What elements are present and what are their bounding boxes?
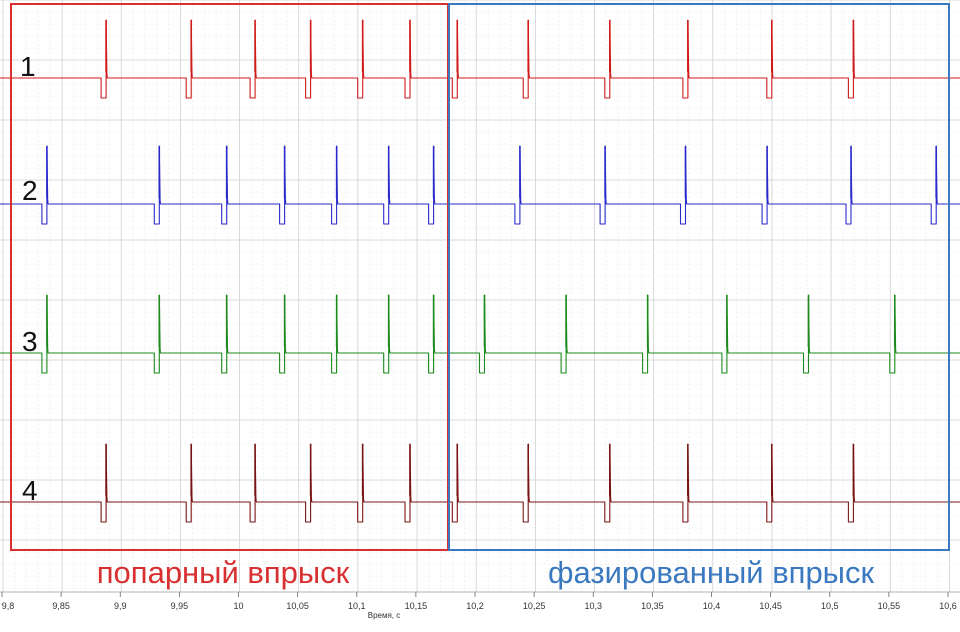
channel-label-1: 1 [20,51,36,82]
x-tick-label: 10 [233,601,243,611]
chart-grid [0,0,960,592]
x-tick-label: 9,95 [171,601,189,611]
trace-channel-4 [0,443,960,523]
x-tick-label: 9,85 [52,601,70,611]
x-tick-label: 10,1 [348,601,366,611]
x-tick-label: 10,25 [523,601,546,611]
x-tick-label: 10,05 [286,601,309,611]
region-label-paired-injection: попарный впрыск [97,555,350,590]
trace-channel-3 [0,294,960,374]
channel-label-4: 4 [22,475,38,506]
x-tick-label: 10,4 [703,601,721,611]
trace-channel-1 [0,19,960,99]
x-tick-label: 10,35 [641,601,664,611]
x-tick-label: 10,15 [405,601,428,611]
x-tick-label: 9,9 [114,601,127,611]
channel-label-2: 2 [22,175,38,206]
trace-channel-2 [0,145,960,225]
x-tick-label: 9,8 [2,601,15,611]
x-tick-label: 10,55 [878,601,901,611]
region-box-phased-injection [448,3,950,551]
x-tick-label: 10,3 [584,601,602,611]
x-tick-label: 10,5 [821,601,839,611]
region-label-phased-injection: фазированный впрыск [548,555,874,590]
x-tick-label: 10,2 [466,601,484,611]
trace-layer [0,19,960,523]
x-tick-label: 10,6 [939,601,957,611]
channel-label-3: 3 [22,326,38,357]
x-tick-label: 10,45 [759,601,782,611]
x-axis-title: Время, с [368,611,401,620]
x-axis: 9,8 9,85 9,9 9,95 10 10,05 10,1 10,15 10,2 10,25 1… [0,591,960,611]
